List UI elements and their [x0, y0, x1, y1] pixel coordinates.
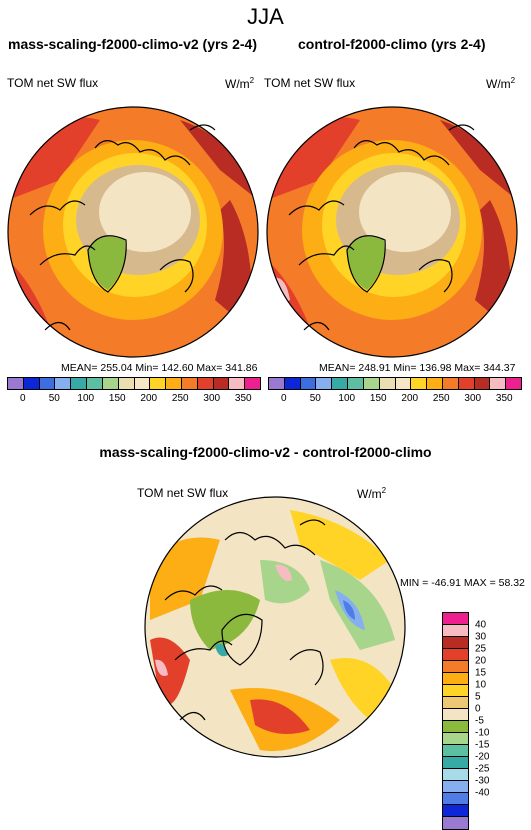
colorbar-swatch	[118, 378, 135, 389]
colorbar-swatch	[490, 378, 507, 389]
colorbar-swatch	[506, 378, 521, 389]
right-units-label: W/m2	[486, 76, 516, 91]
right-stats: MEAN= 248.91 Min= 136.98 Max= 344.37	[319, 362, 516, 374]
colorbar-tick-label: -15	[475, 739, 490, 751]
difference-polar-map	[144, 496, 406, 758]
colorbar-tick-label: 250	[432, 393, 450, 404]
difference-colorbar	[442, 612, 469, 830]
diff-panel-title: mass-scaling-f2000-climo-v2 - control-f2…	[99, 444, 432, 460]
colorbar-tick-label: 25	[475, 643, 487, 655]
diff-units-label: W/m2	[357, 486, 387, 501]
colorbar-tick-label: 150	[108, 393, 126, 404]
colorbar-swatch	[443, 673, 468, 685]
right-variable-label: TOM net SW flux	[264, 76, 356, 90]
colorbar-swatch	[427, 378, 443, 389]
colorbar-swatch	[443, 745, 468, 757]
colorbar-tick-label: 150	[369, 393, 387, 404]
colorbar-tick-label: -20	[475, 751, 490, 763]
colorbar-swatch	[379, 378, 396, 389]
colorbar-swatch	[213, 378, 230, 389]
colorbar-tick-label: 50	[309, 393, 321, 404]
colorbar-swatch	[8, 378, 24, 389]
colorbar-swatch	[316, 378, 333, 389]
colorbar-tick-label: -30	[475, 775, 490, 787]
colorbar-swatch	[229, 378, 246, 389]
colorbar-swatch	[87, 378, 103, 389]
colorbar-swatch	[197, 378, 214, 389]
left-polar-map	[7, 106, 259, 358]
colorbar-swatch	[411, 378, 428, 389]
colorbar-swatch	[443, 649, 468, 661]
colorbar-swatch	[443, 613, 468, 625]
colorbar-swatch	[269, 378, 285, 389]
colorbar-tick-label: 10	[475, 679, 487, 691]
colorbar-swatch	[363, 378, 380, 389]
colorbar-swatch	[348, 378, 364, 389]
colorbar-swatch	[458, 378, 475, 389]
colorbar-swatch	[181, 378, 198, 389]
colorbar-swatch	[23, 378, 40, 389]
season-title: JJA	[247, 4, 284, 29]
colorbar-tick-label: 0	[475, 703, 481, 715]
colorbar-swatch	[443, 793, 468, 805]
colorbar-swatch	[443, 757, 468, 769]
diff-min-max: MIN = -46.91 MAX = 58.32	[400, 577, 525, 589]
colorbar-swatch	[39, 378, 56, 389]
colorbar-tick-label: 300	[464, 393, 482, 404]
colorbar-swatch	[443, 685, 468, 697]
colorbar-tick-label: 30	[475, 631, 487, 643]
colorbar-tick-label: 350	[234, 393, 252, 404]
colorbar-swatch	[442, 378, 459, 389]
colorbar-swatch	[134, 378, 151, 389]
colorbar-tick-label: 300	[203, 393, 221, 404]
diff-variable-label: TOM net SW flux	[137, 486, 229, 500]
colorbar-swatch	[443, 781, 468, 793]
colorbar-tick-label: 200	[140, 393, 158, 404]
colorbar-tick-label: 5	[475, 691, 481, 703]
colorbar-swatch	[332, 378, 349, 389]
colorbar-swatch	[443, 661, 468, 673]
right-panel-title: control-f2000-climo (yrs 2-4)	[298, 36, 486, 52]
colorbar-swatch	[443, 625, 468, 637]
colorbar-swatch	[71, 378, 88, 389]
colorbar-swatch	[102, 378, 119, 389]
left-variable-label: TOM net SW flux	[7, 76, 99, 90]
colorbar-swatch	[300, 378, 317, 389]
colorbar-tick-label: -5	[475, 715, 484, 727]
colorbar-tick-label: 200	[401, 393, 419, 404]
colorbar-tick-label: 100	[77, 393, 95, 404]
colorbar-tick-label: 15	[475, 667, 487, 679]
colorbar-tick-label: 40	[475, 619, 487, 631]
left-panel-title: mass-scaling-f2000-climo-v2 (yrs 2-4)	[8, 36, 257, 52]
colorbar-swatch	[150, 378, 167, 389]
colorbar-swatch	[443, 637, 468, 649]
colorbar-swatch	[395, 378, 412, 389]
colorbar-swatch	[443, 817, 468, 829]
left-colorbar	[7, 377, 261, 390]
colorbar-swatch	[443, 709, 468, 721]
colorbar-tick-label: -25	[475, 763, 490, 775]
colorbar-tick-label: 350	[495, 393, 513, 404]
left-units-label: W/m2	[225, 76, 255, 91]
colorbar-tick-label: -10	[475, 727, 490, 739]
colorbar-tick-label: 50	[48, 393, 60, 404]
colorbar-swatch	[443, 721, 468, 733]
colorbar-tick-label: 0	[280, 393, 287, 404]
colorbar-tick-label: 0	[19, 393, 26, 404]
right-colorbar	[268, 377, 522, 390]
colorbar-swatch	[166, 378, 182, 389]
colorbar-tick-label: 20	[475, 655, 487, 667]
colorbar-swatch	[443, 805, 468, 817]
colorbar-swatch	[443, 697, 468, 709]
right-polar-map	[266, 106, 518, 358]
colorbar-tick-label: 250	[171, 393, 189, 404]
colorbar-swatch	[443, 733, 468, 745]
colorbar-swatch	[55, 378, 72, 389]
left-stats: MEAN= 255.04 Min= 142.60 Max= 341.86	[61, 362, 258, 374]
colorbar-swatch	[284, 378, 301, 389]
colorbar-swatch	[245, 378, 260, 389]
colorbar-tick-label: 100	[338, 393, 356, 404]
colorbar-swatch	[474, 378, 491, 389]
colorbar-tick-label: -40	[475, 787, 490, 799]
